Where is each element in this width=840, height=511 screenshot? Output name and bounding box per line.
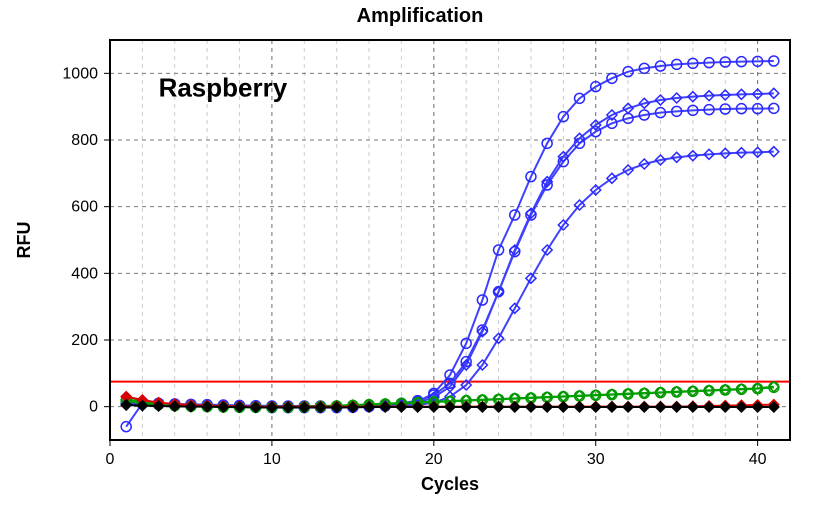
y-tick-label: 200 [71, 332, 98, 349]
y-tick-label: 600 [71, 199, 98, 216]
x-tick-label: 40 [749, 451, 767, 468]
x-tick-label: 10 [263, 451, 281, 468]
x-tick-label: 20 [425, 451, 443, 468]
x-tick-label: 30 [587, 451, 605, 468]
y-tick-label: 0 [89, 399, 98, 416]
chart-title: Amplification [357, 5, 484, 27]
x-tick-label: 0 [106, 451, 115, 468]
x-axis-label: Cycles [421, 474, 479, 494]
annotation-text: Raspberry [159, 73, 288, 103]
plot-area: 01020304002004006008001000 [62, 40, 790, 468]
y-tick-label: 400 [71, 265, 98, 282]
amplification-chart: Amplification 01020304002004006008001000… [0, 0, 840, 511]
y-axis-label: RFU [14, 222, 34, 259]
y-tick-label: 1000 [62, 65, 98, 82]
y-tick-label: 800 [71, 132, 98, 149]
